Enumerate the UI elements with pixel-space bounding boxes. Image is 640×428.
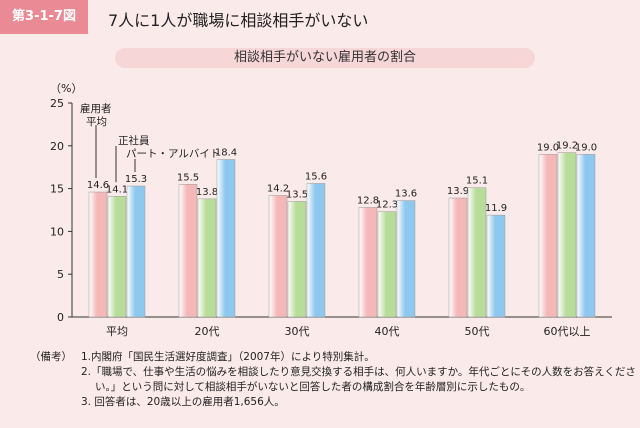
chart-subtitle: 相談相手がいない雇用者の割合 — [115, 48, 535, 68]
notes-label: （備考） — [30, 351, 72, 363]
bar — [107, 196, 127, 318]
bar-value-label: 19.0 — [537, 142, 559, 153]
x-tick-label: 60代以上 — [544, 325, 591, 338]
y-tick-label: 0 — [57, 311, 64, 324]
bar-value-label: 15.3 — [125, 174, 147, 185]
bar — [268, 195, 288, 318]
bar — [467, 187, 487, 318]
bar — [576, 154, 596, 318]
legend-label: 正社員 — [118, 134, 150, 147]
bar-value-label: 15.1 — [466, 176, 488, 187]
bar — [448, 197, 468, 318]
bar-value-label: 18.4 — [215, 147, 237, 158]
bar — [88, 191, 108, 318]
bar-chart: （%） 0 5 10 15 20 25 平均 14.614.115.3 20代 15.5 13.8 18… — [50, 82, 612, 338]
page-title: 7人に1人が職場に相談相手がいない — [108, 11, 369, 30]
note-line-2: 2.「職場で、仕事や生活の悩みを相談したり意見交換する相手は、何人いますか。年代… — [81, 366, 636, 393]
y-tick-label: 15 — [50, 183, 64, 196]
note-line-1: 1.内閣府「国民生活選好度調査」（2007年）により特別集計。 — [81, 351, 375, 363]
bar-value-label: 13.5 — [286, 189, 308, 200]
figure-number-badge: 第3-1-7図 — [0, 0, 88, 34]
bar-value-label: 19.2 — [556, 141, 578, 152]
legend-label: パート・アルバイト — [126, 148, 220, 160]
y-tick-label: 25 — [50, 97, 64, 110]
bar — [178, 184, 198, 318]
note-line-3: 3. 回答者は、20歳以上の雇用者1,656人。 — [81, 396, 285, 408]
bar-value-label: 13.9 — [447, 186, 469, 197]
bar — [216, 159, 236, 318]
bar-value-label: 19.0 — [575, 142, 597, 153]
x-tick-label: 40代 — [375, 325, 400, 338]
y-tick-label: 5 — [57, 268, 64, 281]
bar — [126, 185, 146, 318]
bar — [377, 211, 397, 318]
bar — [358, 207, 378, 318]
x-tick-label: 平均 — [106, 325, 128, 338]
bar-value-label: 14.2 — [267, 183, 289, 194]
y-axis-unit-label: （%） — [50, 82, 82, 95]
legend-label: 雇用者 — [80, 102, 112, 115]
bar — [197, 198, 217, 318]
bar-value-label: 14.1 — [106, 184, 128, 195]
bar — [486, 214, 506, 318]
x-tick-label: 20代 — [195, 325, 220, 338]
bar-value-label: 11.9 — [485, 203, 507, 214]
bar-value-label: 12.3 — [376, 200, 398, 211]
y-tick-label: 10 — [50, 225, 64, 238]
x-tick-label: 30代 — [285, 325, 310, 338]
bar — [287, 201, 307, 318]
bar-value-label: 13.8 — [196, 187, 218, 198]
legend-label: 平均 — [86, 116, 107, 128]
bar-value-label: 14.6 — [87, 180, 109, 191]
bar-value-label: 12.8 — [357, 195, 379, 206]
bar-value-label: 13.6 — [395, 189, 417, 200]
bar-value-label: 15.5 — [177, 172, 199, 183]
bar — [396, 200, 416, 318]
bar-value-label: 15.6 — [305, 171, 327, 182]
bar — [557, 152, 577, 318]
x-tick-label: 50代 — [465, 325, 490, 338]
bar — [306, 183, 326, 318]
y-tick-label: 20 — [50, 140, 64, 153]
bar — [538, 154, 558, 318]
